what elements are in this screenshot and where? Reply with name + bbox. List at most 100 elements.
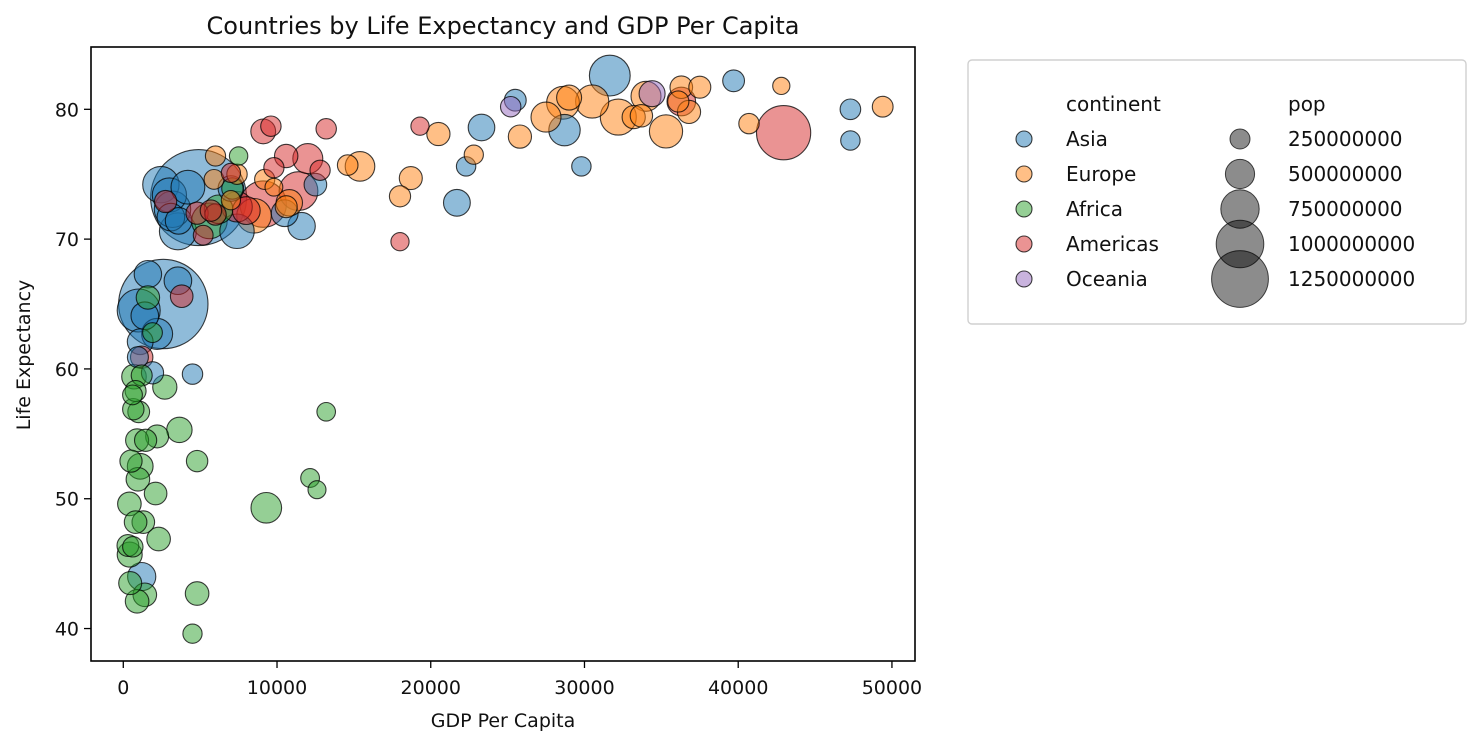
x-tick-label: 40000 <box>708 677 768 699</box>
point-europe-17 <box>463 144 484 165</box>
point-europe-18 <box>426 121 451 147</box>
point-africa-2 <box>307 480 327 500</box>
point-americas-18 <box>199 199 223 222</box>
point-africa-14 <box>143 481 168 506</box>
legend-size-label: 750000000 <box>1288 197 1403 221</box>
legend-size-label: 500000000 <box>1288 162 1403 186</box>
point-europe-16 <box>507 124 533 149</box>
point-europe-0 <box>871 95 894 118</box>
point-europe-1 <box>772 76 791 96</box>
y-axis-label: Life Expectancy <box>13 280 35 431</box>
point-asia-0 <box>588 54 631 97</box>
x-tick-label: 50000 <box>862 677 922 699</box>
point-africa-3 <box>250 491 283 524</box>
legend-label-oceania: Oceania <box>1066 267 1148 291</box>
y-tick-label: 80 <box>55 99 79 121</box>
point-africa-10 <box>182 623 203 644</box>
legend-label-americas: Americas <box>1066 232 1159 256</box>
point-europe-24 <box>274 195 298 219</box>
x-axis-ticks: 0 10000 20000 30000 40000 50000 <box>117 661 922 699</box>
legend-size-marker <box>1224 158 1256 190</box>
legend-marker-americas <box>1015 235 1033 253</box>
point-americas-2 <box>410 116 430 136</box>
point-americas-0 <box>755 105 812 161</box>
point-europe-19 <box>398 166 423 191</box>
point-americas-17 <box>192 224 214 246</box>
legend-label-europe: Europe <box>1066 162 1136 186</box>
point-americas-3 <box>390 232 410 252</box>
legend-hue-items: Asia Europe Africa Americas Oceania <box>1015 127 1159 291</box>
point-americas-4 <box>315 118 337 140</box>
legend-marker-africa <box>1015 200 1033 218</box>
point-africa-34 <box>118 571 143 596</box>
point-africa-16 <box>142 322 163 344</box>
y-axis-ticks: 40 50 60 70 80 <box>55 99 91 641</box>
legend-box <box>967 59 1467 325</box>
x-tick-label: 30000 <box>554 677 614 699</box>
y-tick-label: 60 <box>55 359 79 381</box>
legend-marker-europe <box>1015 165 1033 183</box>
point-asia-25 <box>133 259 163 289</box>
legend-size-title: pop <box>1288 92 1326 116</box>
legend-size-items: 250000000 500000000 750000000 1000000000 125… <box>1211 127 1415 308</box>
legend-label-asia: Asia <box>1066 127 1108 151</box>
legend-size-marker <box>1220 189 1260 229</box>
point-europe-30 <box>204 145 227 167</box>
y-tick-label: 70 <box>55 229 79 251</box>
point-europe-15 <box>530 101 562 133</box>
legend-size-label: 250000000 <box>1288 127 1403 151</box>
legend-size-marker <box>1229 128 1251 150</box>
legend-size-marker <box>1215 219 1265 269</box>
point-europe-25 <box>264 177 284 197</box>
point-africa-31 <box>122 536 144 558</box>
y-tick-label: 50 <box>55 489 79 511</box>
point-asia-30 <box>181 363 204 385</box>
x-axis-label: GDP Per Capita <box>431 710 576 732</box>
point-asia-3 <box>839 98 862 121</box>
point-africa-11 <box>166 416 193 444</box>
point-africa-15 <box>146 526 171 552</box>
point-asia-8 <box>571 156 592 177</box>
y-tick-label: 40 <box>55 619 79 641</box>
point-africa-0 <box>316 401 337 422</box>
points-layer <box>116 54 894 644</box>
point-africa-8 <box>185 449 209 473</box>
chart-title: Countries by Life Expectancy and GDP Per… <box>207 12 800 40</box>
point-americas-15 <box>220 162 242 184</box>
point-europe-2 <box>738 112 760 135</box>
point-europe-20 <box>388 185 412 208</box>
plot-frame <box>90 46 916 662</box>
point-americas-20 <box>169 284 194 309</box>
point-americas-9 <box>263 157 285 179</box>
point-africa-33 <box>119 449 143 473</box>
point-africa-28 <box>123 510 148 534</box>
legend-marker-asia <box>1015 130 1033 148</box>
point-europe-22 <box>336 154 359 176</box>
point-asia-16 <box>170 169 206 205</box>
point-asia-31 <box>126 346 149 369</box>
plot-area <box>116 54 894 644</box>
legend-marker-oceania <box>1015 270 1033 288</box>
x-tick-label: 10000 <box>247 677 307 699</box>
point-europe-6 <box>667 90 690 113</box>
legend-hue-title: continent <box>1066 92 1161 116</box>
legend-size-marker <box>1211 250 1269 308</box>
legend-size-label: 1250000000 <box>1288 267 1415 291</box>
point-africa-18 <box>133 428 158 452</box>
point-oceania-1 <box>499 95 522 118</box>
point-asia-6 <box>467 113 496 142</box>
x-tick-label: 0 <box>117 677 129 699</box>
point-africa-9 <box>184 581 210 606</box>
point-africa-4 <box>228 146 249 166</box>
legend: continent pop Asia Europe Africa Americas Oc… <box>967 59 1467 325</box>
point-europe-3 <box>688 75 712 99</box>
point-europe-9 <box>629 104 654 128</box>
x-tick-label: 20000 <box>401 677 461 699</box>
point-europe-29 <box>220 190 242 211</box>
legend-size-label: 1000000000 <box>1288 232 1415 256</box>
point-oceania-0 <box>638 80 666 108</box>
point-americas-5 <box>309 159 331 181</box>
point-asia-4 <box>840 130 861 151</box>
point-africa-32 <box>122 384 143 406</box>
